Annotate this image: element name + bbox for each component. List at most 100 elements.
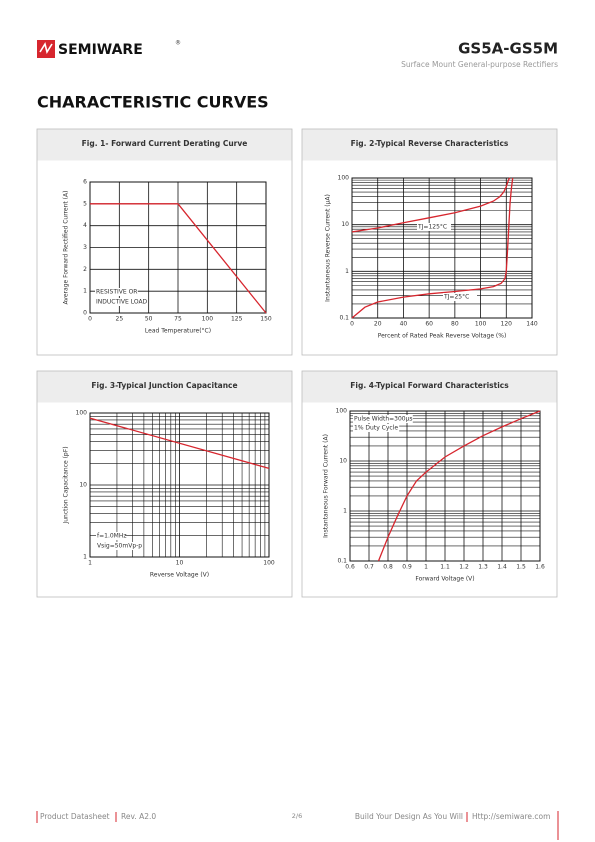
x-tick-label: 100 (475, 321, 487, 328)
y-tick-label: 0 (83, 310, 87, 317)
y-axis-label: Instantaneous Forward Current (A) (323, 434, 330, 538)
x-tick-label: 100 (263, 560, 275, 567)
y-tick-label: 0.1 (337, 558, 347, 565)
panel-frame (36, 370, 293, 598)
y-axis-label: Average Forward Rectified Current (A) (63, 191, 70, 305)
y-tick-label: 1 (343, 508, 347, 515)
brand: SEMIWARE (58, 42, 143, 58)
x-tick-label: 1.3 (478, 564, 488, 571)
subtitle: Surface Mount General-purpose Rectifiers (401, 60, 558, 69)
data-line (90, 203, 267, 314)
chart-panel: Fig. 3-Typical Junction Capacitance 1 10 10… (36, 370, 293, 598)
x-axis-label: Lead Temperature(°C) (145, 328, 211, 335)
y-tick-label: 0.1 (339, 315, 349, 322)
annotation: f=1.0MHz (97, 533, 127, 540)
x-tick-label: 100 (202, 316, 214, 323)
x-tick-label: 0.9 (402, 564, 412, 571)
x-tick-label: 1.2 (459, 564, 469, 571)
annotation-bg (96, 542, 139, 550)
footer-page: 2/6 (292, 812, 302, 820)
x-tick-label: 1.5 (516, 564, 526, 571)
x-axis-label: Forward Voltage (V) (415, 576, 474, 583)
annotation-bg (95, 298, 145, 306)
y-tick-label: 100 (76, 410, 88, 417)
x-tick-label: 1.4 (497, 564, 507, 571)
label-bg (443, 293, 477, 301)
x-tick-label: 140 (526, 321, 538, 328)
x-tick-label: 25 (116, 316, 124, 323)
panel-title-band (302, 129, 557, 161)
y-tick-label: 100 (336, 408, 348, 415)
y-tick-label: 100 (338, 175, 350, 182)
x-tick-label: 125 (231, 316, 243, 323)
annotation: 1% Duty Cycle (354, 425, 398, 432)
y-axis-label: Junction Capacitance (pF) (63, 446, 70, 524)
panel-frame (301, 370, 558, 598)
chart-title: Fig. 1- Forward Current Derating Curve (82, 139, 248, 148)
y-tick-label: 4 (83, 222, 87, 229)
annotation-bg (95, 288, 138, 296)
x-axis-label: Percent of Rated Peak Reverse Voltage (%… (378, 333, 507, 340)
annotation: INDUCTIVE LOAD (96, 299, 148, 306)
y-tick-label: 5 (83, 200, 87, 207)
plot-frame (349, 410, 541, 562)
part-number: GS5A-GS5M (458, 40, 558, 58)
x-tick-label: 0.8 (383, 564, 393, 571)
annotation: RESISTIVE OR (96, 289, 137, 296)
x-tick-label: 1.1 (440, 564, 450, 571)
x-tick-label: 1 (88, 560, 92, 567)
data-line (351, 177, 514, 319)
annotation-bg (353, 424, 400, 432)
y-tick-label: 3 (83, 244, 87, 251)
brand-mark: ® (175, 40, 181, 47)
footer-slogan: Build Your Design As You Will (355, 812, 463, 821)
plot-frame (89, 181, 267, 314)
x-tick-label: 75 (174, 316, 182, 323)
section-title: CHARACTERISTIC CURVES (37, 93, 269, 112)
x-tick-label: 20 (374, 321, 382, 328)
y-tick-label: 1 (83, 554, 87, 561)
annotation: Pulse Width=300μs (354, 416, 413, 423)
series-label: TJ=125°C (417, 224, 447, 231)
plot-frame (89, 412, 270, 558)
x-tick-label: 0 (350, 321, 354, 328)
y-tick-label: 1 (83, 288, 87, 295)
footer-url: Http://semiware.com (472, 812, 550, 821)
annotation: Vsig=50mVp-p (97, 543, 142, 550)
y-axis-label: Instantaneous Reverse Current (μA) (325, 194, 332, 302)
x-tick-label: 120 (501, 321, 513, 328)
data-line (351, 177, 511, 233)
plot-frame (351, 177, 533, 319)
chart-panel: Fig. 2-Typical Reverse Characteristics 0.… (301, 128, 558, 356)
x-tick-label: 0.6 (345, 564, 355, 571)
x-axis-label: Reverse Voltage (V) (150, 572, 209, 579)
logo-icon (37, 40, 55, 58)
series-label: TJ=25°C (443, 294, 469, 301)
footer-rev: Rev. A2.0 (121, 812, 156, 821)
y-tick-label: 1 (345, 268, 349, 275)
x-tick-label: 0 (88, 316, 92, 323)
data-line (377, 410, 541, 562)
x-tick-label: 50 (145, 316, 153, 323)
footer: Product Datasheet Rev. A2.0 2/6 Build Yo… (36, 811, 559, 840)
y-tick-label: 2 (83, 266, 87, 273)
chart-panel: Fig. 1- Forward Current Derating Curve 0 1… (36, 128, 293, 356)
panel-title-band (302, 371, 557, 403)
chart-title: Fig. 3-Typical Junction Capacitance (91, 381, 237, 390)
y-tick-label: 10 (339, 458, 347, 465)
chart-panel: Fig. 4-Typical Forward Characteristics 0.… (301, 370, 558, 598)
x-tick-label: 10 (176, 560, 184, 567)
chart-title: Fig. 2-Typical Reverse Characteristics (351, 139, 509, 148)
panel-title-band (37, 129, 292, 161)
x-tick-label: 1 (424, 564, 428, 571)
annotation-bg (353, 415, 413, 423)
footer-doc: Product Datasheet (40, 812, 110, 821)
x-tick-label: 40 (400, 321, 408, 328)
panel-title-band (37, 371, 292, 403)
y-tick-label: 10 (341, 221, 349, 228)
label-bg (417, 223, 451, 231)
annotation-bg (96, 532, 126, 540)
y-tick-label: 6 (83, 179, 87, 186)
